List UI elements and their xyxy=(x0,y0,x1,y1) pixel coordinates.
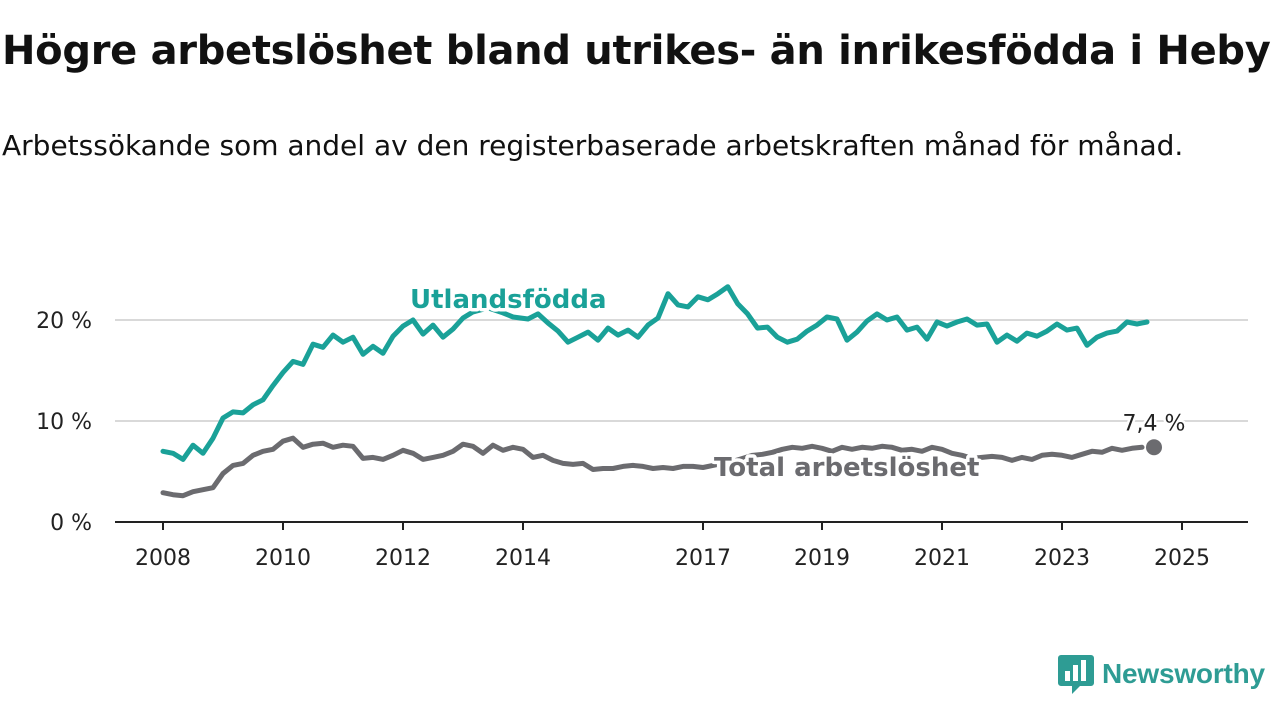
series-line-utlandsfodda xyxy=(160,284,1150,462)
x-tick-label: 2014 xyxy=(495,546,551,571)
logo-text: Newsworthy xyxy=(1102,658,1265,689)
chart-title: Högre arbetslöshet bland utrikes- än inr… xyxy=(2,28,1271,74)
x-tick-label: 2023 xyxy=(1034,546,1090,571)
y-tick-label: 0 % xyxy=(50,511,92,536)
series-line-total xyxy=(160,435,1145,499)
series-label-total: Total arbetslöshet xyxy=(714,453,979,483)
newsworthy-logo: Newsworthy xyxy=(1058,652,1265,696)
chart-subtitle: Arbetssökande som andel av den registerb… xyxy=(2,129,1184,162)
x-tick-label: 2021 xyxy=(914,546,970,571)
end-value-label: 7,4 % xyxy=(1123,411,1186,436)
x-tick-label: 2019 xyxy=(794,546,850,571)
x-tick-label: 2008 xyxy=(135,546,191,571)
y-tick-label: 10 % xyxy=(36,410,92,435)
end-point-marker xyxy=(1146,439,1162,456)
x-tick-label: 2010 xyxy=(255,546,311,571)
y-tick-label: 20 % xyxy=(36,309,92,334)
x-tick-label: 2012 xyxy=(375,546,431,571)
x-tick-label: 2017 xyxy=(675,546,731,571)
x-tick-label: 2025 xyxy=(1154,546,1210,571)
series-label-utlandsfodda: Utlandsfödda xyxy=(410,285,607,315)
newsworthy-logo-icon xyxy=(1058,655,1094,694)
